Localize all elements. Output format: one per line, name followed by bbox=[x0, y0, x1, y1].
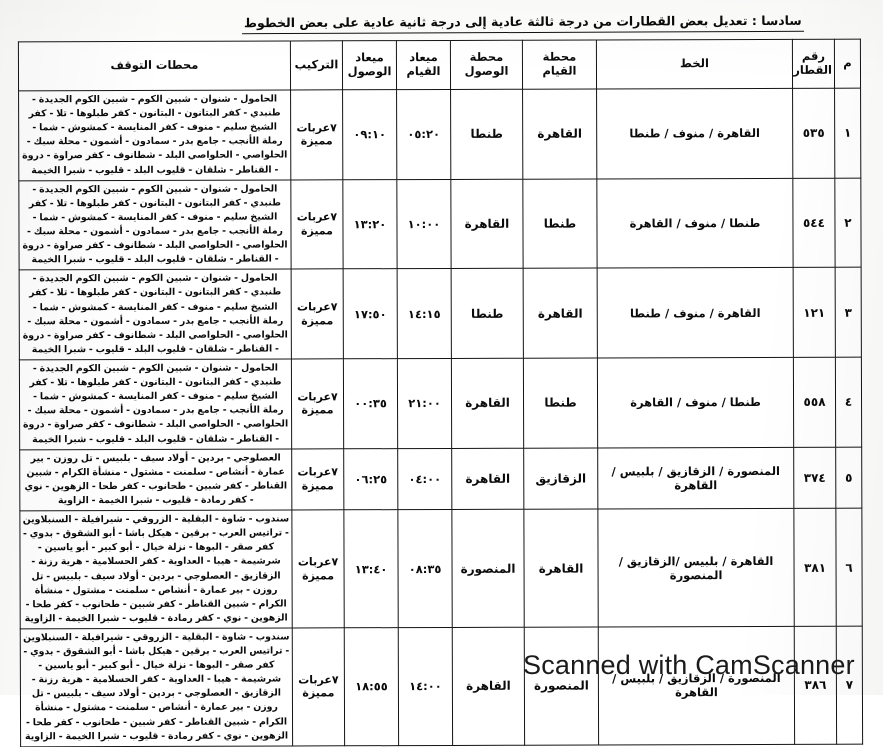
cell-train-number: ٣٧٤ bbox=[793, 446, 836, 509]
cell-departure-time: ١٠:٠٠ bbox=[396, 179, 452, 269]
cell-arrival-time: ٠٦:٢٥ bbox=[343, 448, 398, 510]
table-row: ٤ ٥٥٨ طنطا / منوف / القاهرة طنطا القاهرة… bbox=[19, 357, 862, 450]
table-row: ٦ ٣٨١ القاهرة / بلبيس /الزقازيق / المنصو… bbox=[19, 508, 863, 629]
table-body: ١ ٥٣٥ القاهرة / منوف / طنطا القاهرة طنطا… bbox=[18, 88, 863, 747]
cell-line: طنطا / منوف / القاهرة bbox=[596, 178, 794, 269]
cell-no: ٦ bbox=[835, 508, 863, 627]
document-heading-container: سادسا : تعديل بعض القطارات من درجة ثالثة… bbox=[0, 11, 883, 35]
cell-line: المنصورة / الزقازيق / بلبيس / القاهرة bbox=[597, 447, 794, 510]
column-header-departure-time-line2: القيام bbox=[406, 64, 441, 79]
column-header-arrival-station-line2: الوصول bbox=[464, 63, 509, 78]
cell-arrival-station: طنطا bbox=[450, 89, 523, 180]
cell-composition: ٧عربات مميزة bbox=[290, 89, 343, 180]
cell-stops: سندوب - شاوة - البقلية - الزروقي - شيراف… bbox=[19, 510, 293, 629]
column-header-arrival-station-line1: محطة bbox=[469, 50, 504, 65]
cell-stops: الحامول - شنوان - شبين الكوم - شبين الكو… bbox=[18, 89, 291, 181]
column-header-departure-time-line1: ميعاد bbox=[409, 50, 438, 65]
train-schedule-table: م رقم القطار الخط محطة القيام محطة الوصو… bbox=[17, 38, 864, 747]
cell-line: طنطا / منوف / القاهرة bbox=[597, 357, 794, 448]
cell-arrival-station: القاهرة bbox=[451, 447, 524, 510]
cell-stops: سندوب - شاوة - البقلية - الزروقي - شيراف… bbox=[20, 627, 293, 747]
cell-train-number: ٣٨١ bbox=[793, 508, 837, 627]
cell-departure-station: القاهرة bbox=[522, 89, 597, 179]
cell-composition: ٧عربات مميزة bbox=[290, 179, 344, 270]
column-header-departure-time: ميعاد القيام bbox=[396, 40, 451, 90]
column-header-arrival-time-line2: الوصول bbox=[347, 64, 392, 79]
cell-train-number: ١٢١ bbox=[793, 267, 836, 358]
cell-arrival-station: القاهرة bbox=[452, 627, 525, 746]
page-title: سادسا : تعديل بعض القطارات من درجة ثالثة… bbox=[241, 12, 804, 35]
table-row: ١ ٥٣٥ القاهرة / منوف / طنطا القاهرة طنطا… bbox=[18, 88, 861, 181]
cell-departure-station: المنصورة bbox=[524, 626, 599, 746]
cell-departure-time: ١٤:١٥ bbox=[397, 268, 452, 359]
cell-line: القاهرة / بلبيس /الزقازيق / المنصورة bbox=[597, 508, 795, 627]
column-header-arrival-station: محطة الوصول bbox=[450, 40, 523, 90]
cell-stops: الحامول - شنوان - شبين الكوم - شبين الكو… bbox=[19, 358, 292, 450]
cell-no: ٧ bbox=[836, 626, 863, 745]
cell-departure-time: ٠٤:٠٠ bbox=[397, 448, 452, 510]
cell-departure-time: ١٤:٠٠ bbox=[398, 627, 453, 746]
column-header-train-number: رقم القطار bbox=[792, 39, 835, 89]
cell-departure-station: طنطا bbox=[523, 357, 598, 448]
column-header-composition: التركيب bbox=[290, 40, 343, 90]
cell-train-number: ٥٥٨ bbox=[793, 357, 836, 448]
cell-arrival-time: ١٨:٥٥ bbox=[344, 627, 399, 746]
cell-no: ٢ bbox=[834, 177, 862, 268]
table-row: ٣ ١٢١ القاهرة / منوف / طنطا القاهرة طنطا… bbox=[19, 267, 862, 360]
table-header-row: م رقم القطار الخط محطة القيام محطة الوصو… bbox=[18, 39, 861, 91]
cell-no: ١ bbox=[834, 88, 861, 178]
cell-departure-time: ٠٨:٣٥ bbox=[397, 509, 453, 628]
cell-composition: ٧عربات مميزة bbox=[291, 448, 344, 511]
column-header-no: م bbox=[834, 39, 861, 89]
cell-stops: العصلوجي - بردين - أولاد سيف - بلبيس - ت… bbox=[19, 448, 292, 511]
cell-departure-station: القاهرة bbox=[523, 268, 598, 359]
table-row: ٧ ٣٨٦ المنصورة / الزقازيق / بلبيس / القا… bbox=[20, 626, 863, 747]
cell-stops: الحامول - شنوان - شبين الكوم - شبين الكو… bbox=[19, 269, 292, 360]
cell-train-number: ٥٤٤ bbox=[792, 177, 836, 268]
cell-no: ٤ bbox=[835, 357, 862, 447]
cell-train-number: ٥٣٥ bbox=[792, 88, 835, 179]
camscanner-watermark: Scanned with CamScanner bbox=[523, 650, 855, 680]
column-header-arrival-time: ميعاد الوصول bbox=[342, 40, 397, 90]
cell-departure-station: القاهرة bbox=[523, 509, 599, 628]
column-header-departure-station: محطة القيام bbox=[522, 40, 597, 90]
cell-departure-station: الزقازيق bbox=[523, 447, 598, 510]
cell-no: ٣ bbox=[835, 267, 862, 358]
column-header-line: الخط bbox=[596, 39, 793, 90]
cell-arrival-time: ٠٩:١٠ bbox=[342, 89, 397, 180]
cell-train-number: ٣٨٦ bbox=[794, 626, 837, 745]
cell-line: القاهرة / منوف / طنطا bbox=[596, 88, 793, 179]
cell-composition: ٧عربات مميزة bbox=[291, 509, 345, 628]
cell-composition: ٧عربات مميزة bbox=[291, 269, 344, 359]
cell-arrival-station: القاهرة bbox=[450, 178, 524, 269]
column-header-train-number-line2: القطار bbox=[793, 62, 833, 77]
cell-arrival-station: المنصورة bbox=[451, 509, 525, 628]
cell-no: ٥ bbox=[835, 446, 862, 509]
cell-line: المنصورة / الزقازيق / بلبيس / القاهرة bbox=[598, 626, 795, 745]
cell-arrival-time: ١٧:٥٠ bbox=[343, 268, 398, 359]
schedule-table-container: م رقم القطار الخط محطة القيام محطة الوصو… bbox=[17, 38, 864, 747]
cell-arrival-time: ١٣:٤٠ bbox=[343, 509, 399, 628]
table-row: ٢ ٥٤٤ طنطا / منوف / القاهرة طنطا القاهرة… bbox=[18, 177, 862, 271]
table-header: م رقم القطار الخط محطة القيام محطة الوصو… bbox=[18, 39, 861, 91]
cell-composition: ٧عربات مميزة bbox=[292, 627, 345, 746]
cell-composition: ٧عربات مميزة bbox=[291, 358, 344, 449]
cell-arrival-time: ١٣:٢٠ bbox=[342, 179, 398, 270]
cell-stops: الحامول - شنوان - شبين الكوم - شبين الكو… bbox=[18, 179, 292, 271]
cell-line: القاهرة / منوف / طنطا bbox=[597, 267, 794, 358]
cell-arrival-station: القاهرة bbox=[451, 358, 524, 449]
cell-arrival-time: ٠٠:٣٥ bbox=[343, 358, 398, 449]
column-header-arrival-time-line1: ميعاد bbox=[355, 50, 384, 65]
cell-departure-time: ٢١:٠٠ bbox=[397, 358, 452, 449]
cell-departure-station: طنطا bbox=[522, 178, 598, 269]
column-header-train-number-line1: رقم bbox=[801, 48, 826, 64]
column-header-stops: محطات التوقف bbox=[18, 40, 291, 91]
cell-departure-time: ٠٥:٢٠ bbox=[396, 89, 451, 180]
cell-arrival-station: طنطا bbox=[451, 268, 524, 359]
table-row: ٥ ٣٧٤ المنصورة / الزقازيق / بلبيس / القا… bbox=[19, 446, 862, 511]
